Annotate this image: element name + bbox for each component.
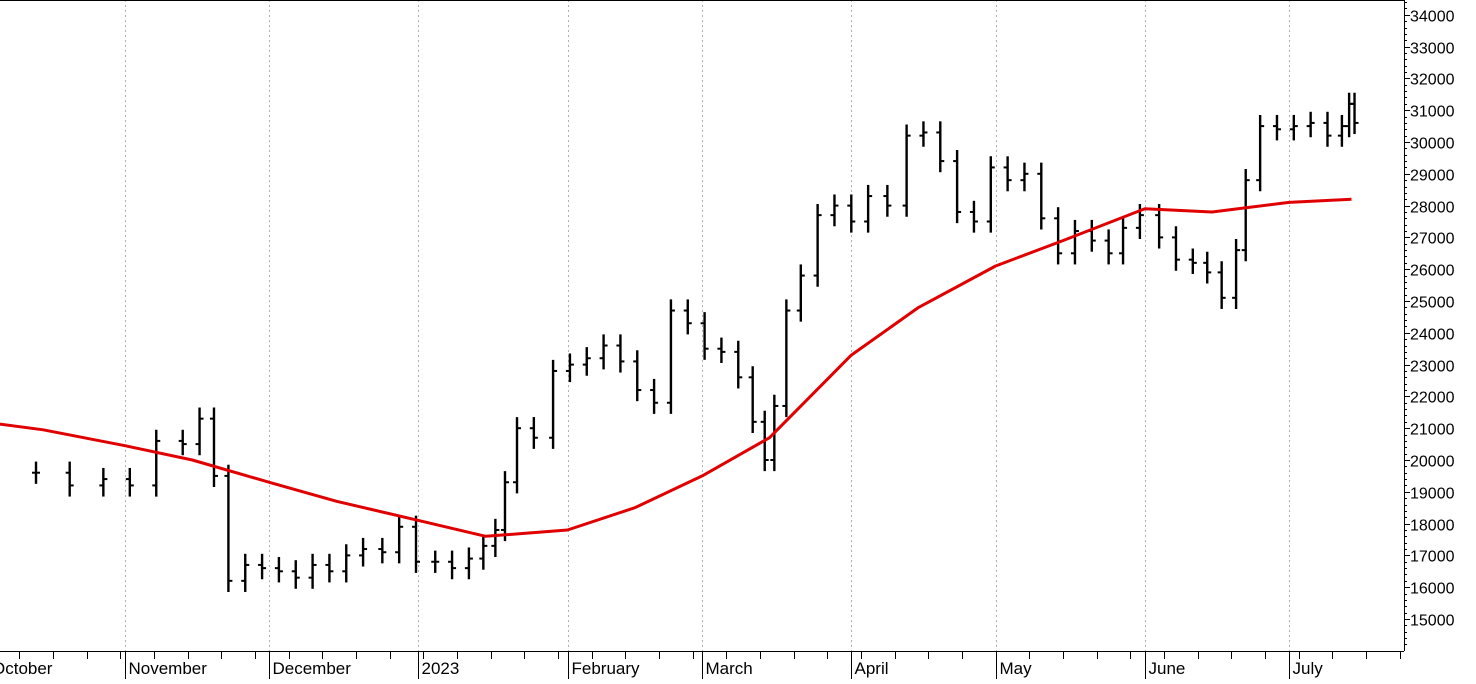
y-tick-label: 24000 — [1410, 327, 1455, 344]
y-tick-label: 27000 — [1410, 231, 1455, 248]
y-tick-label: 20000 — [1410, 454, 1455, 471]
y-tick-label: 28000 — [1410, 200, 1455, 217]
y-tick-label: 31000 — [1410, 104, 1455, 121]
y-tick-label: 17000 — [1410, 549, 1455, 566]
month-label: October — [0, 659, 53, 678]
y-tick-label: 33000 — [1410, 41, 1455, 58]
moving-average-series — [0, 197, 1352, 538]
y-tick-label: 18000 — [1410, 518, 1455, 535]
month-label: February — [572, 659, 641, 678]
month-label: March — [706, 659, 753, 678]
y-tick-label: 22000 — [1410, 390, 1455, 407]
price-series — [32, 92, 1359, 592]
month-label: June — [1149, 659, 1186, 678]
month-label: 2023 — [422, 659, 460, 678]
moving-average-line — [0, 197, 1352, 538]
x-axis-labels: October November December 2023 February March… — [0, 651, 1401, 679]
month-label: July — [1293, 659, 1324, 678]
y-tick-label: 30000 — [1410, 136, 1455, 153]
month-label: December — [273, 659, 352, 678]
y-tick-label: 32000 — [1410, 72, 1455, 89]
month-label: November — [129, 659, 208, 678]
y-tick-label: 23000 — [1410, 359, 1455, 376]
y-tick-label: 25000 — [1410, 295, 1455, 312]
y-axis-labels: 15000 16000 17000 18000 19000 20000 21000 22000… — [1404, 2, 1455, 645]
y-tick-label: 16000 — [1410, 581, 1455, 598]
month-label: April — [855, 659, 889, 678]
y-tick-label: 19000 — [1410, 486, 1455, 503]
y-tick-label: 21000 — [1410, 422, 1455, 439]
grid-lines — [125, 0, 1290, 651]
y-tick-label: 34000 — [1410, 9, 1455, 26]
month-label: May — [1000, 659, 1033, 678]
y-tick-label: 15000 — [1410, 613, 1455, 630]
y-tick-label: 26000 — [1410, 263, 1455, 280]
y-tick-label: 29000 — [1410, 168, 1455, 185]
